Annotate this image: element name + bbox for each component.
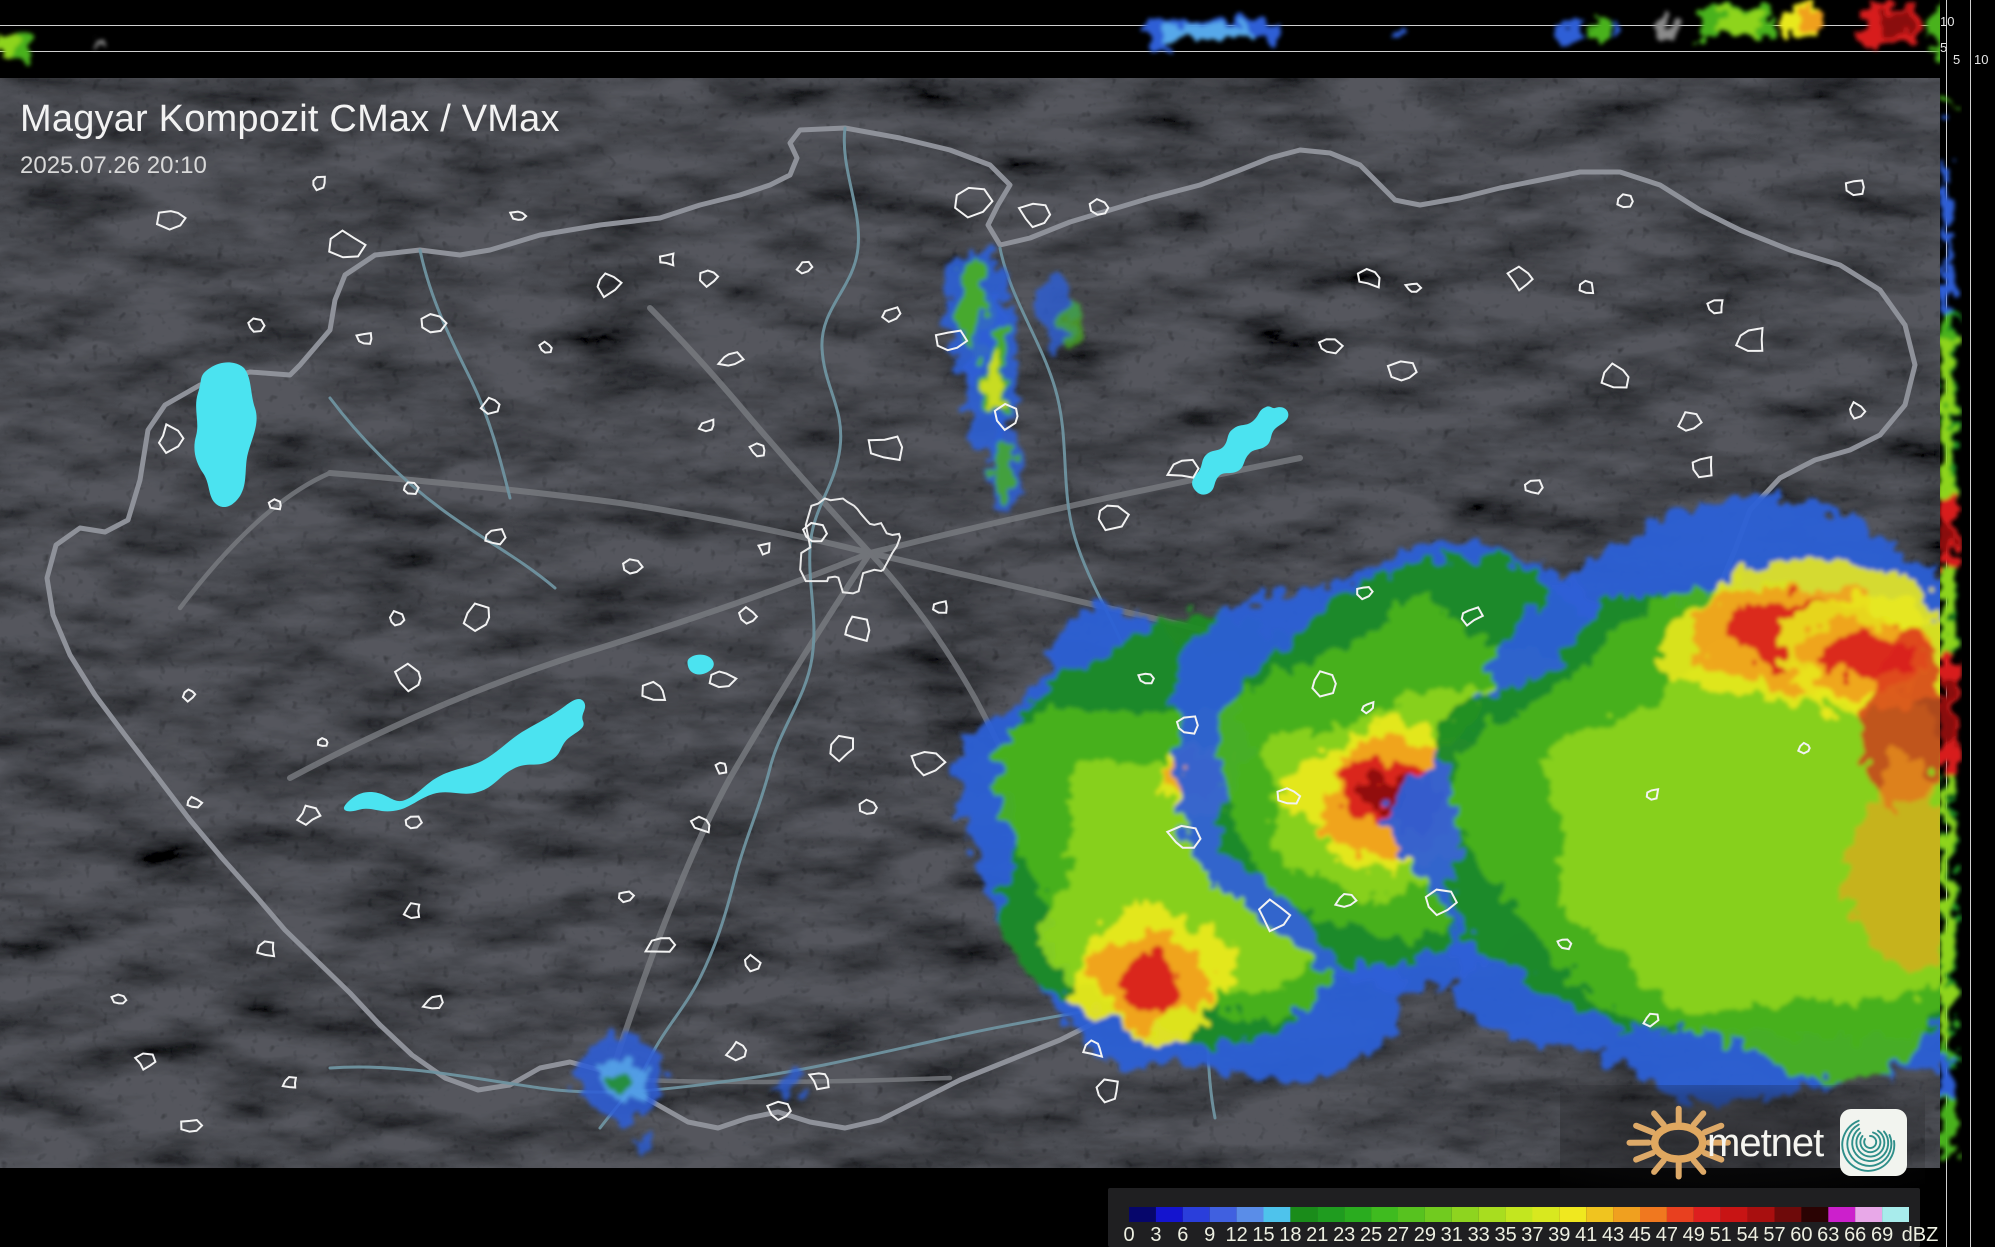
svg-text:metnet: metnet — [1707, 1121, 1824, 1165]
